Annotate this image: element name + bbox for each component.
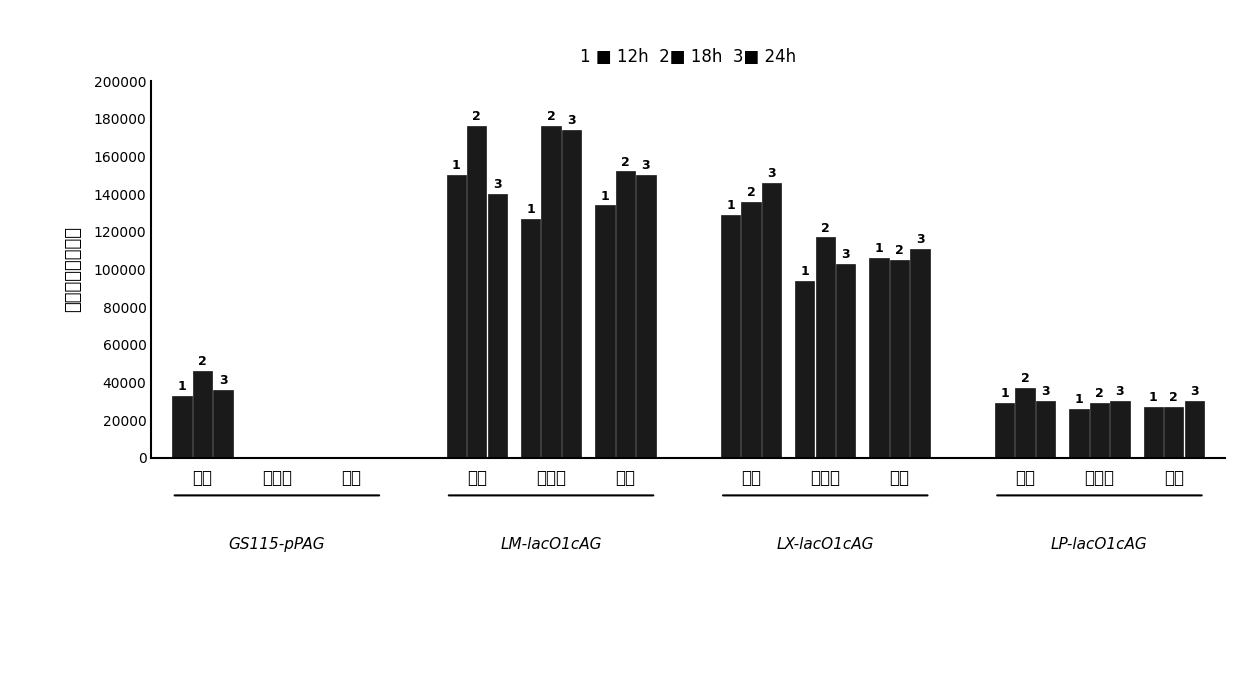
Bar (1090, 403, 1109, 458)
Bar (869, 258, 889, 458)
Bar (816, 238, 835, 458)
Text: 2: 2 (198, 355, 207, 368)
Text: 2: 2 (821, 221, 830, 234)
Text: LX-lacO1cAG: LX-lacO1cAG (776, 537, 874, 552)
Bar (1184, 401, 1204, 458)
Bar (761, 183, 781, 458)
Text: 1: 1 (800, 265, 810, 278)
Text: 1: 1 (1149, 391, 1158, 404)
Bar (615, 172, 635, 458)
Text: 2: 2 (547, 111, 556, 124)
Text: 2: 2 (1021, 372, 1029, 385)
Text: 3: 3 (916, 233, 924, 246)
Text: 1: 1 (874, 242, 883, 255)
Text: 1: 1 (451, 160, 460, 172)
Text: LM-lacO1cAG: LM-lacO1cAG (500, 537, 601, 552)
Text: 1: 1 (526, 203, 534, 216)
Text: 3: 3 (218, 374, 227, 387)
Text: 3: 3 (1190, 386, 1199, 399)
Text: 2: 2 (472, 111, 481, 124)
Bar (467, 126, 486, 458)
Text: 1: 1 (1075, 393, 1084, 406)
Text: 3: 3 (842, 248, 851, 261)
Bar (1110, 401, 1130, 458)
Text: 2: 2 (746, 186, 755, 199)
Bar (636, 175, 656, 458)
Text: 2: 2 (1169, 391, 1178, 404)
Bar (487, 194, 507, 458)
Bar (193, 371, 212, 458)
Bar (542, 126, 560, 458)
Text: 2: 2 (895, 244, 904, 257)
Bar (562, 130, 582, 458)
Bar (742, 202, 760, 458)
Bar (521, 219, 541, 458)
Bar (1143, 407, 1163, 458)
Text: GS115-pPAG: GS115-pPAG (228, 537, 325, 552)
Bar (994, 403, 1014, 458)
Bar (213, 390, 233, 458)
Text: 1: 1 (177, 380, 186, 392)
Text: 1: 1 (600, 189, 609, 202)
Text: 3: 3 (1116, 386, 1125, 399)
Bar (890, 260, 909, 458)
Text: 3: 3 (494, 179, 501, 191)
Y-axis label: 单位细胞荧光强度: 单位细胞荧光强度 (64, 226, 83, 312)
Bar (1069, 409, 1089, 458)
Bar (795, 280, 815, 458)
Bar (595, 205, 615, 458)
Bar (172, 396, 192, 458)
Text: LP-lacO1cAG: LP-lacO1cAG (1052, 537, 1148, 552)
Text: 3: 3 (1042, 386, 1050, 399)
Bar (1164, 407, 1183, 458)
Text: 3: 3 (768, 167, 776, 180)
Bar (446, 175, 466, 458)
Bar (1016, 388, 1035, 458)
Text: 3: 3 (567, 114, 575, 127)
Text: 1: 1 (727, 199, 735, 212)
Bar (1035, 401, 1055, 458)
Text: 1 ■ 12h  2■ 18h  3■ 24h: 1 ■ 12h 2■ 18h 3■ 24h (580, 48, 796, 66)
Text: 3: 3 (641, 160, 650, 172)
Bar (910, 249, 930, 458)
Bar (836, 263, 856, 458)
Text: 2: 2 (1095, 387, 1104, 401)
Text: 1: 1 (1001, 387, 1009, 401)
Bar (720, 215, 740, 458)
Text: 2: 2 (621, 155, 630, 168)
